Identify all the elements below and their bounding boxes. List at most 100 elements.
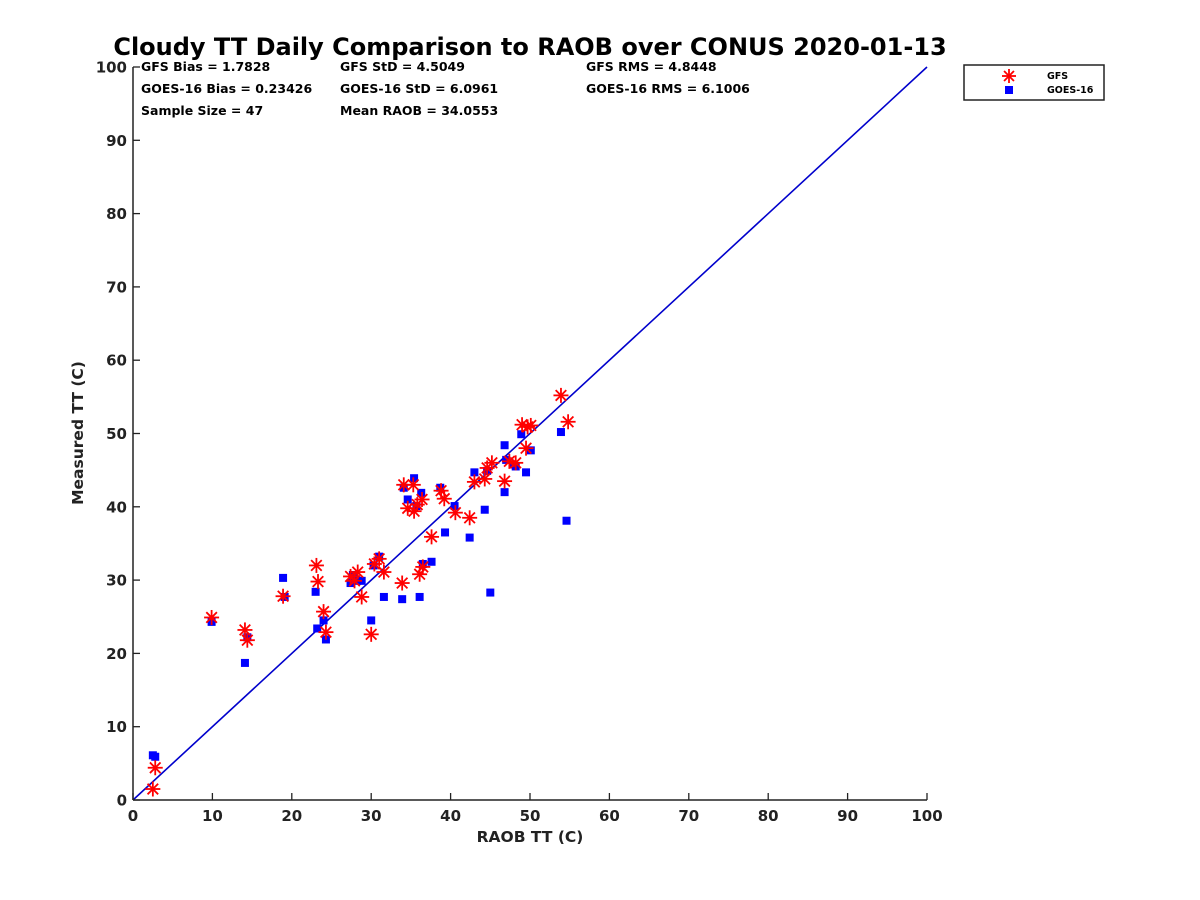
goes16-point	[522, 468, 531, 477]
asterisk-stroke	[351, 566, 364, 578]
gfs-point	[363, 626, 379, 642]
y-tick-label: 80	[106, 205, 127, 223]
gfs-point	[424, 529, 440, 545]
asterisk-stroke	[524, 419, 537, 432]
goes16-point	[470, 468, 479, 477]
stat-text: GFS RMS = 4.8448	[586, 59, 717, 74]
x-tick-label: 60	[599, 807, 620, 825]
gfs-point	[350, 564, 366, 580]
x-axis-label: RAOB TT (C)	[477, 828, 584, 846]
goes16-point	[240, 658, 249, 667]
gfs-point	[275, 588, 291, 604]
x-tick-label: 40	[440, 807, 461, 825]
y-axis-label: Measured TT (C)	[69, 361, 87, 505]
asterisk-stroke	[463, 511, 476, 524]
y-tick-label: 100	[96, 59, 127, 77]
stat-text: GOES-16 Bias = 0.23426	[141, 81, 312, 96]
asterisk-stroke	[425, 530, 438, 543]
goes16-point	[500, 441, 509, 450]
gfs-point	[447, 505, 463, 521]
asterisk-stroke	[438, 492, 451, 505]
asterisk-stroke	[1003, 70, 1015, 82]
goes16-point	[319, 616, 328, 625]
asterisk-stroke	[449, 506, 462, 519]
y-tick-label: 0	[117, 792, 127, 810]
gfs-point	[497, 473, 513, 489]
legend-goes16-marker	[1005, 86, 1013, 94]
x-tick-label: 90	[837, 807, 858, 825]
goes16-point	[465, 533, 474, 542]
legend-gfs-label: GFS	[1047, 71, 1068, 82]
gfs-point	[310, 574, 326, 590]
asterisk-stroke	[498, 475, 511, 488]
gfs-point	[145, 781, 161, 797]
gfs-point	[405, 477, 421, 493]
gfs-point	[316, 604, 332, 620]
goes16-point	[151, 752, 160, 761]
goes16-point	[313, 624, 322, 633]
asterisk-stroke	[407, 478, 420, 491]
asterisk-stroke	[241, 634, 254, 647]
gfs-point	[237, 622, 253, 638]
gfs-point	[308, 557, 324, 573]
legend-goes16-label: GOES-16	[1047, 85, 1094, 96]
x-tick-label: 10	[202, 807, 223, 825]
y-tick-label: 90	[106, 132, 127, 150]
asterisk-stroke	[416, 493, 428, 506]
gfs-point	[239, 632, 255, 648]
goes16-point	[500, 488, 509, 497]
asterisk-stroke	[562, 415, 575, 428]
gfs-point	[204, 609, 220, 625]
stat-text: Mean RAOB = 34.0553	[340, 103, 498, 118]
stat-text: GFS StD = 4.5049	[340, 59, 465, 74]
goes16-point	[526, 446, 535, 455]
goes16-point	[367, 616, 376, 625]
asterisk-stroke	[396, 577, 409, 589]
asterisk-stroke	[555, 389, 567, 402]
asterisk-stroke	[478, 473, 491, 485]
gfs-point	[436, 491, 452, 507]
gfs-point	[553, 387, 569, 403]
y-tick-label: 30	[106, 572, 127, 590]
asterisk-stroke	[416, 560, 429, 573]
asterisk-stroke	[239, 624, 251, 636]
gfs-point	[396, 477, 412, 493]
x-tick-label: 70	[678, 807, 699, 825]
gfs-point	[466, 474, 482, 490]
gfs-point	[462, 510, 478, 526]
asterisk-stroke	[435, 484, 448, 497]
asterisk-stroke	[377, 566, 390, 578]
asterisk-stroke	[355, 591, 368, 603]
asterisk-stroke	[373, 552, 386, 565]
one-to-one-line	[132, 66, 928, 801]
asterisk-stroke	[277, 590, 290, 603]
stat-text: GOES-16 RMS = 6.1006	[586, 81, 750, 96]
asterisk-stroke	[320, 626, 332, 639]
stats-block: GFS Bias = 1.7828 GFS StD = 4.5049 GFS RMS…	[141, 59, 750, 118]
stat-text: GOES-16 StD = 6.0961	[340, 81, 498, 96]
gfs-point	[477, 471, 493, 487]
gfs-point	[415, 559, 431, 575]
x-tick-label: 30	[361, 807, 382, 825]
asterisk-stroke	[317, 605, 330, 618]
gfs-point	[318, 624, 334, 640]
y-tick-label: 20	[106, 645, 127, 663]
x-tick-label: 50	[520, 807, 541, 825]
gfs-point	[354, 589, 370, 605]
legend: GFS GOES-16	[963, 64, 1105, 101]
stat-text: GFS Bias = 1.7828	[141, 59, 270, 74]
x-tick-label: 80	[758, 807, 779, 825]
gfs-point	[518, 440, 534, 456]
goes16-point	[415, 592, 424, 601]
asterisk-stroke	[485, 456, 498, 469]
x-tick-label: 0	[128, 807, 138, 825]
y-tick-label: 40	[106, 498, 127, 516]
gfs-point	[560, 414, 576, 430]
data-points	[145, 387, 576, 797]
chart-title: Cloudy TT Daily Comparison to RAOB over …	[113, 33, 946, 61]
goes16-point	[480, 505, 489, 514]
asterisk-stroke	[146, 783, 159, 795]
gfs-point	[376, 564, 392, 580]
asterisk-stroke	[520, 442, 532, 455]
